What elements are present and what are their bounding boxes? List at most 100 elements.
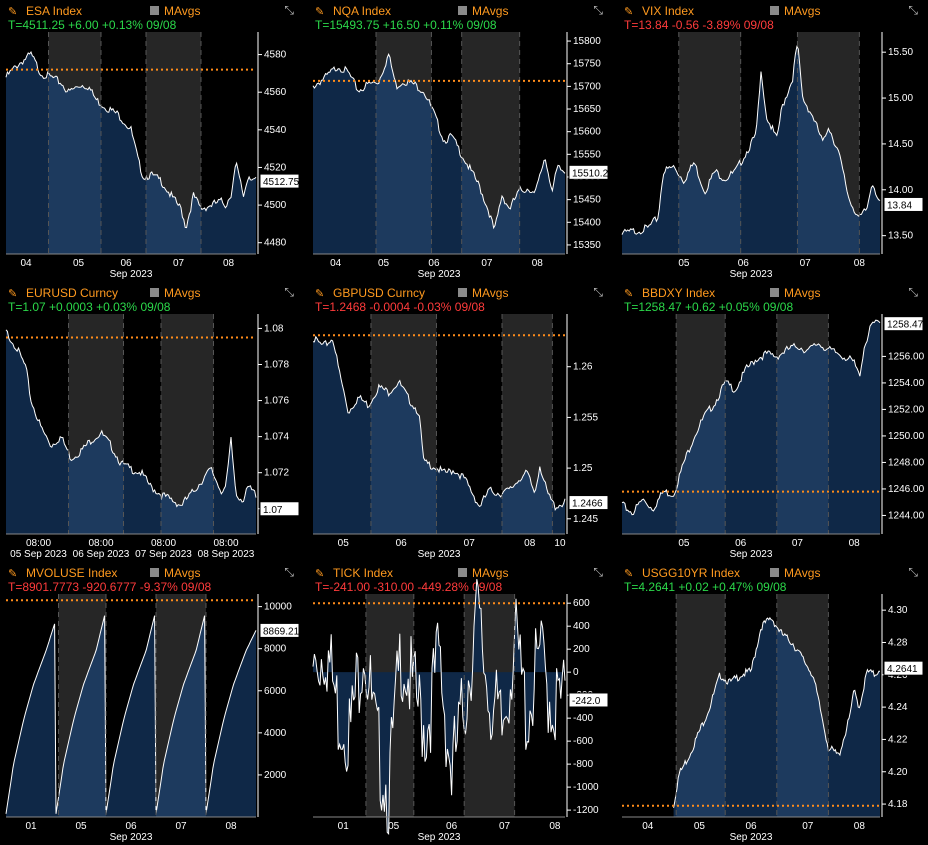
expand-arrows-icon[interactable]: ⤡ [593,3,603,17]
last-value-box [568,164,609,180]
x-tick-label: 05 [75,821,87,832]
expand-arrows-icon[interactable]: ⤡ [284,565,294,579]
pencil-icon[interactable]: ✎ [624,288,634,300]
y-tick-label: 15350 [573,240,601,251]
series-line [312,579,566,836]
x-date-label: Sep 2023 [730,549,773,560]
security-name[interactable]: EURUSD Curncy [26,286,119,300]
x-tick-label: 07 [499,821,511,832]
mavgs-label[interactable]: MAvgs [164,566,201,580]
pencil-icon[interactable]: ✎ [315,288,325,300]
panel-header: ✎ TICK Index MAvgs ⤡ T=-241.00 -310.00 -449.… [311,564,609,594]
y-tick-label: 15450 [573,195,601,206]
chart-svg[interactable]: 1580015750157001565015600155501550015450… [311,2,609,280]
x-tick-label: 08 [225,821,237,832]
y-tick-label: -1000 [573,782,599,793]
checkbox-icon[interactable] [150,6,159,15]
chart-svg[interactable]: 10000 8000 6000 4000 2000 8869.21 01 05 06 07 08 Se… [4,564,300,843]
expand-arrows-icon[interactable]: ⤡ [908,565,918,579]
checkbox-icon[interactable] [150,568,159,577]
y-tick-label: 1.255 [573,412,598,423]
checkbox-icon[interactable] [458,568,467,577]
chart-svg[interactable]: 1256.00 1254.00 1252.00 1250.00 1248.00 1246.… [620,284,924,560]
mavgs-label[interactable]: MAvgs [784,4,821,18]
pencil-icon[interactable]: ✎ [624,568,634,580]
y-tick-label: 4580 [264,50,287,61]
chart-svg[interactable]: 1.081.0781.0761.0741.0721.071.0708:0008:… [4,284,300,560]
mavgs-label[interactable]: MAvgs [164,4,201,18]
series-area-session [146,171,201,254]
security-name[interactable]: BBDXY Index [642,286,716,300]
chart-svg[interactable]: 15.50 15.00 14.50 14.00 13.50 13.84 05 06 07 08 Se… [620,2,924,280]
pencil-icon[interactable]: ✎ [8,288,18,300]
security-name[interactable]: NQA Index [333,4,392,18]
mavgs-label[interactable]: MAvgs [472,566,509,580]
mavgs-label[interactable]: MAvgs [784,566,821,580]
x-tick-label: 01 [25,821,37,832]
series-area-session [502,466,553,534]
expand-arrows-icon[interactable]: ⤡ [284,285,294,299]
mavgs-label[interactable]: MAvgs [472,4,509,18]
y-tick-label: 4500 [264,200,287,211]
expand-arrows-icon[interactable]: ⤡ [284,3,294,17]
x-tick-label: 10 [554,538,566,549]
checkbox-icon[interactable] [770,568,779,577]
security-name[interactable]: USGG10YR Index [642,566,741,580]
security-name[interactable]: ESA Index [26,4,83,18]
mavgs-label[interactable]: MAvgs [784,286,821,300]
pencil-icon[interactable]: ✎ [8,568,18,580]
checkbox-icon[interactable] [458,6,467,15]
ticker-line: T=4.2641 +0.02 +0.47% 09/08 [624,580,787,594]
security-name[interactable]: GBPUSD Curncy [333,286,426,300]
x-tick-label: 05 [73,258,85,269]
x-tick-label: 06 [120,258,132,269]
panel-header: ✎ NQA Index MAvgs ⤡ T=15493.75 +16.50 +0.11%… [311,2,609,32]
x-date-label: Sep 2023 [418,269,461,280]
chart-svg[interactable]: 4580 4560 4540 4520 4500 4480 4512.75 04 05 06 07 0… [4,2,300,280]
expand-arrows-icon[interactable]: ⤡ [593,285,603,299]
last-value-label: 1258.47 [887,320,924,331]
mavgs-label[interactable]: MAvgs [472,286,509,300]
expand-arrows-icon[interactable]: ⤡ [908,3,918,17]
security-name[interactable]: VIX Index [642,4,695,18]
y-tick-label: 4.22 [888,734,908,745]
checkbox-icon[interactable] [770,6,779,15]
chart-svg[interactable]: 1.26 1.255 1.25 1.245 1.2466 05 06 07 08 10 Sep 20… [311,284,609,560]
plot-area [313,594,565,817]
y-tick-label: 15.00 [888,93,913,104]
checkbox-icon[interactable] [150,288,159,297]
y-tick-label: 1246.00 [888,484,924,495]
checkbox-icon[interactable] [770,288,779,297]
mavgs-label[interactable]: MAvgs [164,286,201,300]
chart-panel-eurusd-curncy: ✎ EURUSD Curncy MAvgs ⤡ T=1.07 +0.0003 +0.03… [4,284,300,560]
x-tick-label: 08 [524,538,536,549]
last-value-box [259,622,300,638]
x-tick-label: 06 [738,258,750,269]
x-tick-label: 08 [532,258,544,269]
x-tick-label: 05 [678,258,690,269]
series-line [673,616,880,808]
x-tick-label: 05 [388,821,400,832]
series-area-session [48,72,101,254]
x-tick-label: 06 [745,821,757,832]
series-area-session [797,47,860,254]
expand-arrows-icon[interactable]: ⤡ [908,285,918,299]
last-value-box [568,495,609,511]
security-name[interactable]: MVOLUSE Index [26,566,118,580]
pencil-icon[interactable]: ✎ [624,6,634,18]
checkbox-icon[interactable] [458,288,467,297]
y-tick-label: 15700 [573,81,601,92]
x-date-label: Sep 2023 [418,549,461,560]
pencil-icon[interactable]: ✎ [315,568,325,580]
y-tick-label: 15400 [573,217,601,228]
x-tick-label: 06 [396,538,408,549]
security-name[interactable]: TICK Index [333,566,394,580]
expand-arrows-icon[interactable]: ⤡ [593,565,603,579]
chart-svg[interactable]: 4.304.284.264.244.224.204.184.2641040506… [620,564,924,843]
y-tick-label: 2000 [264,770,287,781]
x-tick-label: 08 [849,538,861,549]
pencil-icon[interactable]: ✎ [8,6,18,18]
pencil-icon[interactable]: ✎ [315,6,325,18]
chart-svg[interactable]: 6004002000-200-400-600-800-1000-1200-242… [311,564,609,843]
x-date-label: Sep 2023 [110,269,153,280]
